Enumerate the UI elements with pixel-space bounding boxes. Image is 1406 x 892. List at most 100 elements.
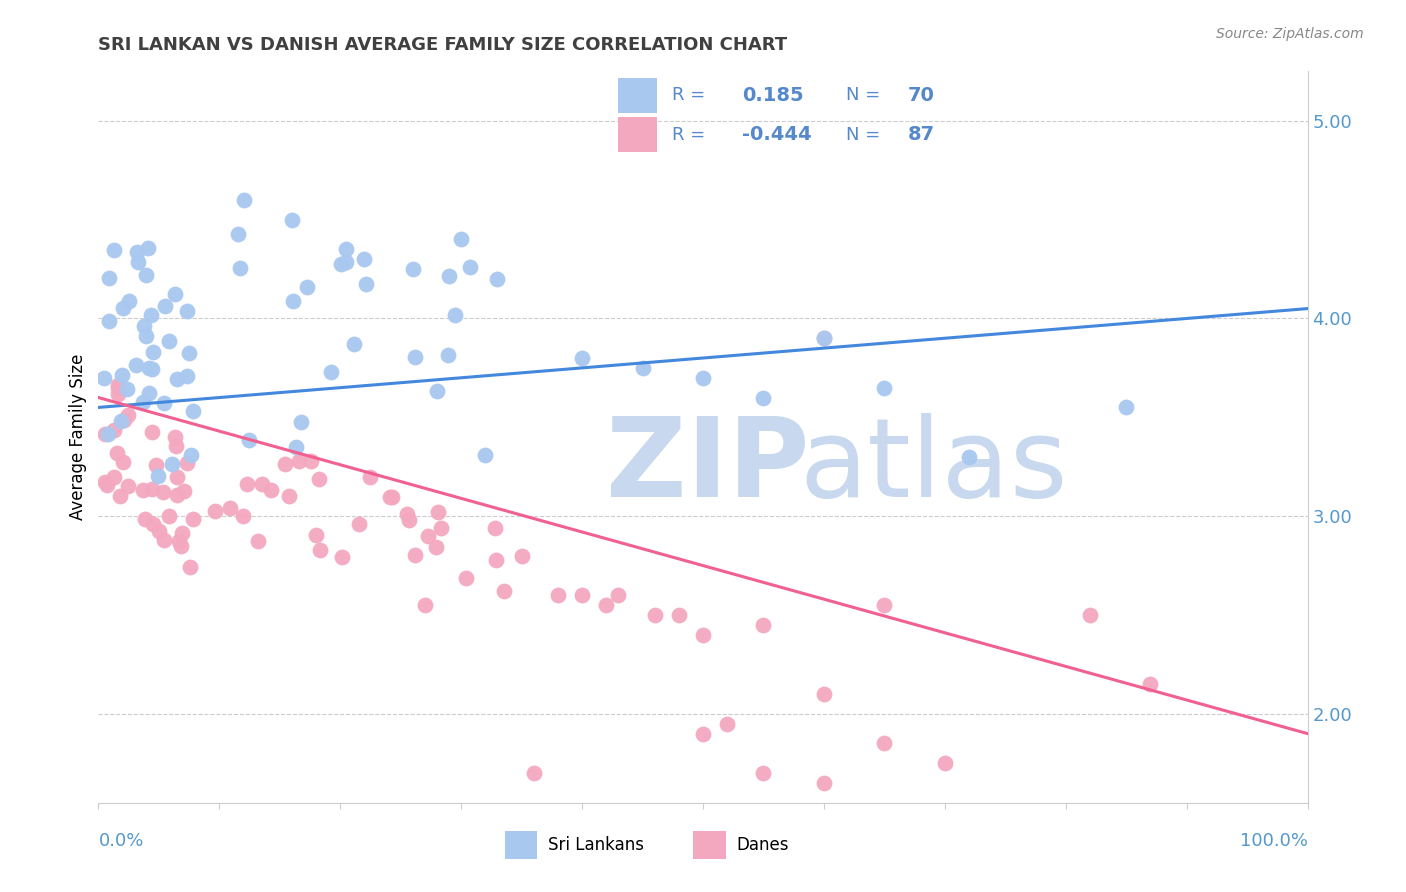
Point [813, 331, 835, 345]
Point [153, 533, 176, 547]
Point [752, 391, 775, 405]
Point [107, 377, 129, 392]
Point [97, 313, 120, 327]
Point [398, 513, 420, 527]
Point [110, 414, 132, 428]
Point [571, 588, 593, 602]
Point [179, 560, 201, 574]
Point [111, 455, 134, 469]
Point [166, 488, 188, 502]
Point [474, 448, 496, 462]
Point [631, 360, 654, 375]
Point [873, 737, 896, 751]
Point [813, 331, 835, 345]
Point [141, 362, 163, 376]
Point [332, 549, 354, 564]
Point [1078, 607, 1101, 622]
Point [752, 618, 775, 632]
Point [141, 482, 163, 496]
Point [957, 450, 980, 464]
Point [335, 242, 357, 256]
Point [1139, 677, 1161, 691]
Point [132, 483, 155, 497]
Point [934, 756, 956, 771]
Point [416, 529, 439, 543]
Point [692, 371, 714, 385]
Point [692, 628, 714, 642]
Point [343, 337, 366, 351]
Point [281, 212, 304, 227]
Point [135, 268, 157, 283]
Point [117, 478, 139, 492]
Point [752, 766, 775, 780]
Point [595, 598, 617, 612]
Point [458, 260, 481, 274]
Point [404, 548, 426, 562]
Point [148, 524, 170, 538]
Point [127, 254, 149, 268]
Point [160, 457, 183, 471]
Point [692, 726, 714, 740]
Point [219, 501, 242, 516]
Y-axis label: Average Family Size: Average Family Size [69, 354, 87, 520]
Point [103, 243, 125, 257]
Point [247, 534, 270, 549]
Point [132, 395, 155, 409]
Point [97, 426, 120, 441]
Point [125, 245, 148, 260]
Point [287, 454, 309, 468]
Point [153, 396, 176, 410]
Point [167, 534, 190, 549]
Point [152, 485, 174, 500]
Point [359, 469, 381, 483]
Point [134, 319, 156, 334]
Text: atlas: atlas [800, 413, 1069, 520]
Point [135, 329, 157, 343]
Point [229, 260, 252, 275]
Point [173, 484, 195, 499]
Point [125, 358, 148, 372]
Point [454, 571, 477, 585]
Point [354, 277, 377, 292]
Point [94, 475, 117, 490]
Point [299, 453, 322, 467]
Point [308, 472, 330, 486]
Point [873, 381, 896, 395]
Point [204, 504, 226, 518]
Point [1115, 401, 1137, 415]
Point [353, 252, 375, 267]
Point [278, 489, 301, 503]
Point [290, 415, 312, 429]
Point [181, 404, 204, 418]
Point [486, 272, 509, 286]
Point [425, 540, 447, 554]
Point [107, 381, 129, 395]
Point [105, 446, 128, 460]
Text: Source: ZipAtlas.com: Source: ZipAtlas.com [1216, 27, 1364, 41]
Point [176, 369, 198, 384]
Point [145, 458, 167, 472]
Point [485, 553, 508, 567]
Point [93, 371, 115, 385]
Point [427, 505, 450, 519]
Point [429, 521, 451, 535]
Point [644, 607, 666, 622]
Point [381, 490, 404, 504]
Point [136, 241, 159, 255]
Point [347, 517, 370, 532]
Point [139, 308, 162, 322]
Point [142, 345, 165, 359]
Point [117, 408, 139, 422]
Point [484, 521, 506, 535]
Point [232, 509, 254, 524]
Point [155, 299, 177, 313]
Point [110, 489, 132, 503]
Point [146, 469, 169, 483]
Text: 0.0%: 0.0% [98, 832, 143, 850]
Point [396, 508, 419, 522]
Point [112, 412, 135, 426]
Point [112, 301, 135, 316]
Point [260, 483, 283, 497]
Point [439, 269, 461, 284]
Point [166, 371, 188, 385]
